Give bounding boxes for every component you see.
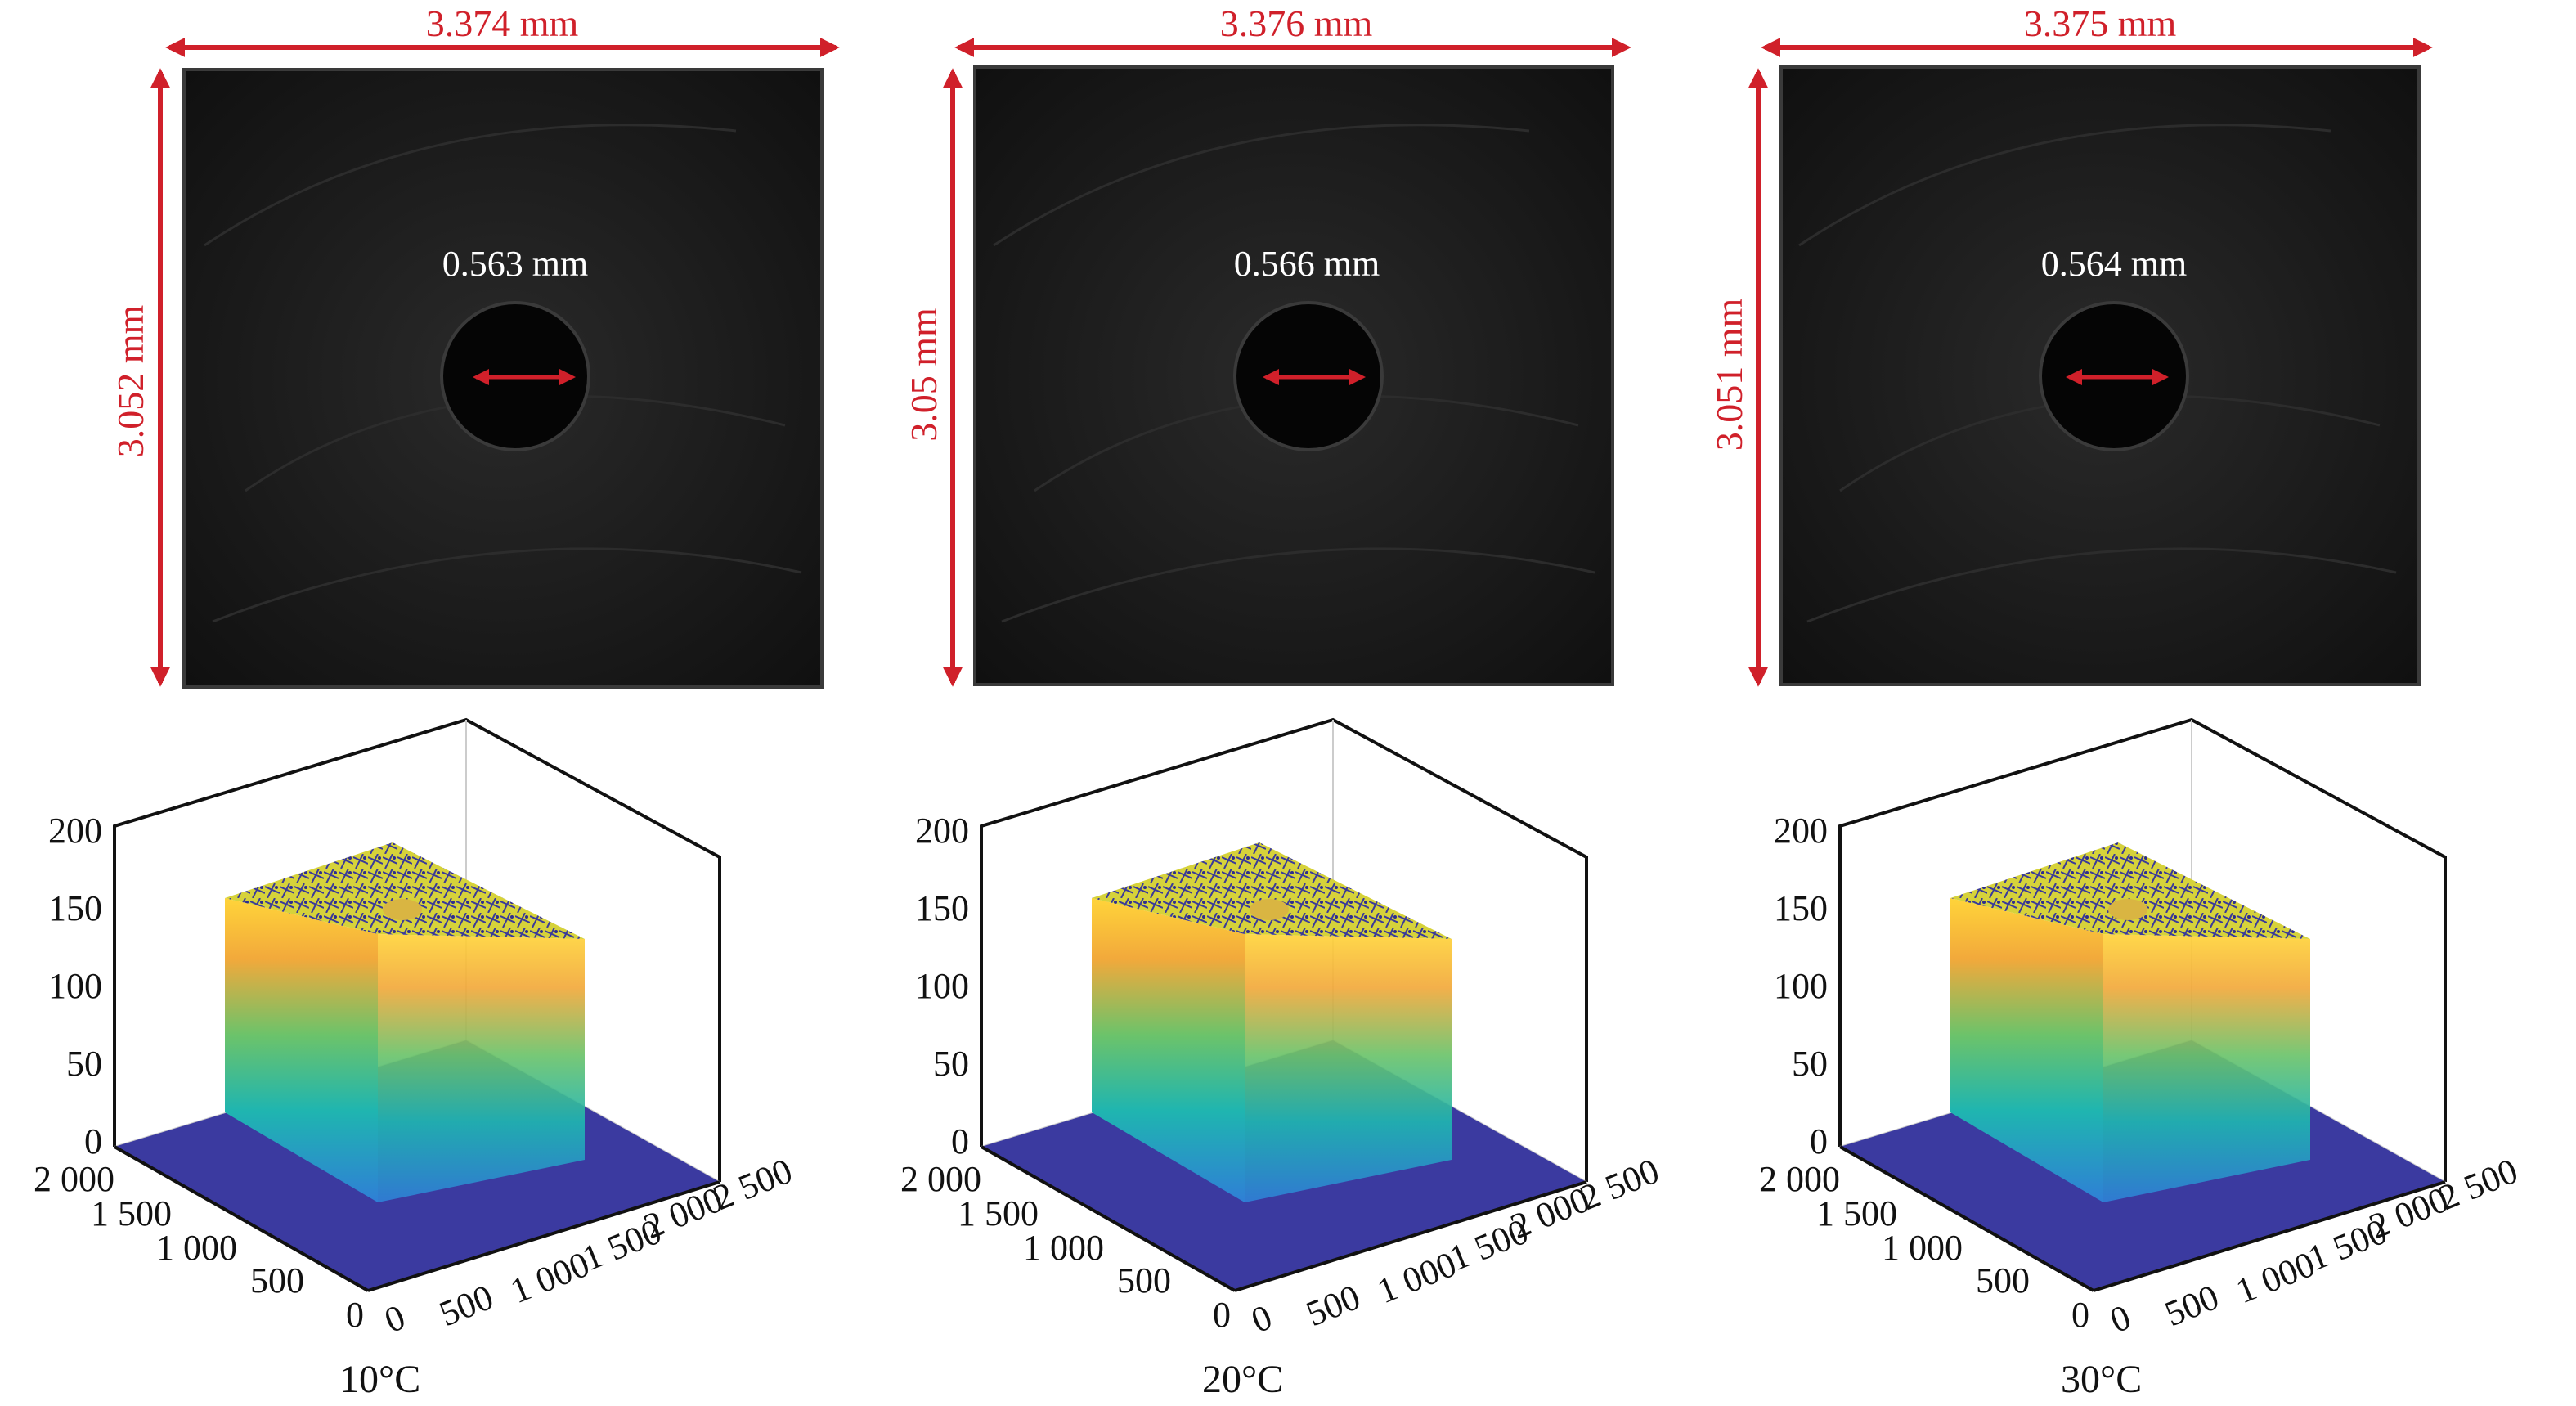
- panel-10c: 3.374 mm 3.052 mm 0.563 mm 200 150 100 5…: [34, 2, 840, 1401]
- condition-label: 30°C: [2061, 1358, 2142, 1401]
- z-tick: 100: [915, 966, 969, 1006]
- x-tick: 500: [433, 1277, 499, 1334]
- height-label: 3.051 mm: [1708, 299, 1750, 451]
- y-tick: 2 000: [1759, 1159, 1840, 1199]
- z-tick: 200: [48, 811, 102, 851]
- z-tick: 150: [1774, 888, 1828, 928]
- y-tick: 0: [346, 1295, 364, 1335]
- height-label: 3.05 mm: [903, 308, 945, 442]
- condition-label: 20°C: [1202, 1358, 1283, 1401]
- width-label: 3.375 mm: [2024, 2, 2177, 44]
- x-tick: 500: [1300, 1277, 1366, 1334]
- surface-plot: 200 150 100 50 0 2 000 1 500 1 000 500 0…: [900, 717, 1665, 1341]
- width-label: 3.374 mm: [426, 2, 579, 44]
- surface-plot: 200 150 100 50 0 2 000 1 500 1 000 500 0…: [34, 717, 798, 1341]
- z-tick: 200: [1774, 811, 1828, 851]
- z-tick: 100: [1774, 966, 1828, 1006]
- y-tick: 1 000: [156, 1228, 237, 1268]
- y-tick: 1 500: [91, 1193, 172, 1233]
- y-tick: 2 000: [34, 1159, 114, 1199]
- z-tick: 200: [915, 811, 969, 851]
- hole-diameter-label: 0.564 mm: [2041, 244, 2187, 284]
- y-tick: 1 000: [1882, 1228, 1963, 1268]
- y-tick: 1 000: [1023, 1228, 1104, 1268]
- y-tick: 1 500: [958, 1193, 1039, 1233]
- z-tick: 150: [48, 888, 102, 928]
- z-tick: 50: [66, 1044, 102, 1084]
- x-tick: 0: [379, 1297, 411, 1341]
- panel-30c: 3.375 mm 3.051 mm 0.564 mm 200 150 100 5…: [1708, 2, 2524, 1401]
- panel-20c: 3.376 mm 3.05 mm 0.566 mm 200 150 100 50…: [900, 2, 1665, 1401]
- z-tick: 150: [915, 888, 969, 928]
- y-tick: 500: [1976, 1260, 2030, 1300]
- y-tick: 500: [250, 1260, 304, 1300]
- x-tick: 500: [2159, 1277, 2224, 1334]
- z-tick: 50: [1792, 1044, 1828, 1084]
- y-tick: 0: [1213, 1295, 1231, 1335]
- y-tick: 0: [2071, 1295, 2089, 1335]
- hole-diameter-label: 0.563 mm: [442, 244, 588, 284]
- y-tick: 500: [1117, 1260, 1171, 1300]
- z-tick: 0: [1810, 1121, 1828, 1161]
- y-tick: 1 500: [1816, 1193, 1897, 1233]
- x-tick: 0: [1245, 1297, 1277, 1341]
- z-tick: 0: [84, 1121, 102, 1161]
- x-tick: 0: [2104, 1297, 2136, 1341]
- condition-label: 10°C: [339, 1358, 420, 1401]
- height-label: 3.052 mm: [110, 305, 151, 458]
- surface-plot: 200 150 100 50 0 2 000 1 500 1 000 500 0…: [1759, 717, 2524, 1341]
- z-tick: 50: [933, 1044, 969, 1084]
- z-tick: 100: [48, 966, 102, 1006]
- width-label: 3.376 mm: [1220, 2, 1373, 44]
- y-tick: 2 000: [900, 1159, 981, 1199]
- hole-diameter-label: 0.566 mm: [1234, 244, 1380, 284]
- z-tick: 0: [951, 1121, 969, 1161]
